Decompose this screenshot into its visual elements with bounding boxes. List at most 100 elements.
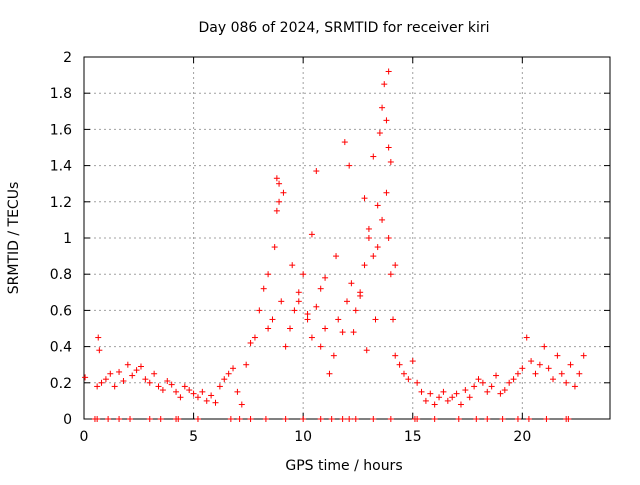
data-point (431, 401, 438, 408)
data-point (392, 352, 399, 359)
data-point (280, 189, 287, 196)
data-point (387, 158, 394, 165)
data-point (385, 68, 392, 75)
data-point (271, 244, 278, 251)
data-point (251, 334, 258, 341)
data-point (385, 144, 392, 151)
data-point (111, 383, 118, 390)
data-point (497, 390, 504, 397)
data-point (385, 235, 392, 241)
tick-layer: 00.20.40.60.811.21.41.61.820 5 10 15 20 (50, 50, 610, 445)
data-point (256, 307, 263, 314)
data-point (317, 343, 324, 350)
y-axis-label: SRMTID / TECUs (6, 182, 22, 295)
data-point (379, 104, 386, 111)
data-point (506, 379, 513, 386)
data-point (449, 394, 456, 401)
data-point (168, 381, 175, 388)
data-point (365, 235, 372, 241)
data-point (519, 365, 526, 372)
data-point (265, 271, 272, 278)
data-point (365, 225, 372, 232)
data-point (243, 361, 250, 368)
x-axis-label: GPS time / hours (285, 458, 402, 474)
data-point (317, 285, 324, 292)
data-point (479, 379, 486, 386)
data-point (453, 390, 460, 397)
data-point (374, 202, 381, 209)
data-point (221, 376, 228, 383)
data-point (216, 383, 223, 390)
data-point (194, 394, 201, 401)
data-point (199, 388, 206, 395)
data-point (563, 379, 570, 386)
data-point (554, 352, 561, 359)
data-point (387, 271, 394, 278)
data-point (212, 399, 219, 406)
data-point (304, 316, 311, 323)
data-point (550, 376, 557, 383)
data-point (440, 388, 447, 395)
data-point (405, 376, 412, 383)
y-tick-label: 1.8 (50, 86, 72, 102)
data-point (370, 253, 377, 260)
data-point (142, 376, 149, 383)
y-tick-label: 2 (63, 50, 72, 66)
data-point (466, 394, 473, 401)
data-point (177, 394, 184, 401)
data-point (339, 329, 346, 336)
data-point (308, 231, 315, 238)
x-tick-label: 0 (80, 429, 89, 445)
data-point (361, 195, 368, 202)
data-point (164, 377, 171, 384)
data-point (333, 253, 340, 260)
y-tick-label: 1 (63, 231, 72, 247)
data-point (269, 316, 276, 323)
data-point (409, 358, 416, 365)
data-point (308, 334, 315, 341)
data-point (532, 370, 539, 377)
baseline-marker-layer (91, 416, 572, 422)
data-point (234, 388, 241, 395)
data-point (462, 387, 469, 394)
data-point (436, 394, 443, 401)
data-point (322, 325, 329, 332)
data-point (129, 372, 136, 379)
y-tick-label: 1.6 (50, 122, 72, 138)
data-point (392, 262, 399, 269)
data-point (273, 175, 280, 182)
data-point (94, 383, 101, 390)
chart-title: Day 086 of 2024, SRMTID for receiver kir… (198, 20, 489, 36)
data-point (181, 383, 188, 390)
data-point (203, 397, 210, 404)
data-point (523, 334, 530, 341)
data-point (528, 358, 535, 365)
data-point (567, 361, 574, 368)
data-point (376, 130, 383, 137)
plot-frame (83, 56, 611, 420)
data-point (282, 343, 289, 350)
data-point (146, 379, 153, 386)
data-point (383, 117, 390, 124)
data-point (357, 292, 364, 299)
data-point (159, 387, 166, 394)
data-point (335, 316, 342, 323)
data-point (514, 370, 521, 377)
data-point (116, 368, 123, 375)
data-point (350, 329, 357, 336)
data-point (151, 370, 158, 377)
data-point (300, 271, 307, 278)
data-point (133, 367, 140, 374)
data-point (488, 383, 495, 390)
data-point (186, 387, 193, 394)
data-point (471, 383, 478, 390)
y-tick-label: 0.4 (50, 340, 72, 356)
grid-layer (84, 57, 610, 419)
data-point (379, 216, 386, 223)
data-point (370, 153, 377, 160)
data-point (348, 280, 355, 287)
data-point (352, 307, 359, 314)
data-point (190, 390, 197, 397)
data-point (418, 388, 425, 395)
data-point (381, 81, 388, 88)
